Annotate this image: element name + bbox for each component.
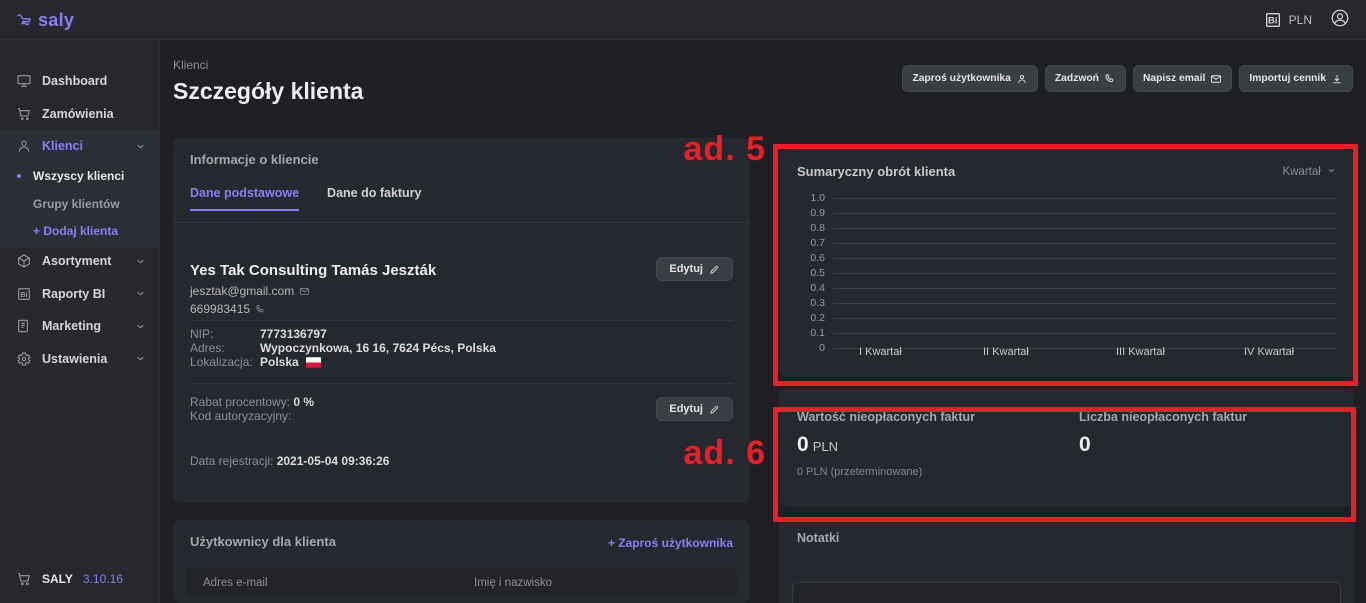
svg-text:Bi: Bi — [1268, 15, 1277, 25]
svg-text:Bi: Bi — [20, 290, 27, 299]
